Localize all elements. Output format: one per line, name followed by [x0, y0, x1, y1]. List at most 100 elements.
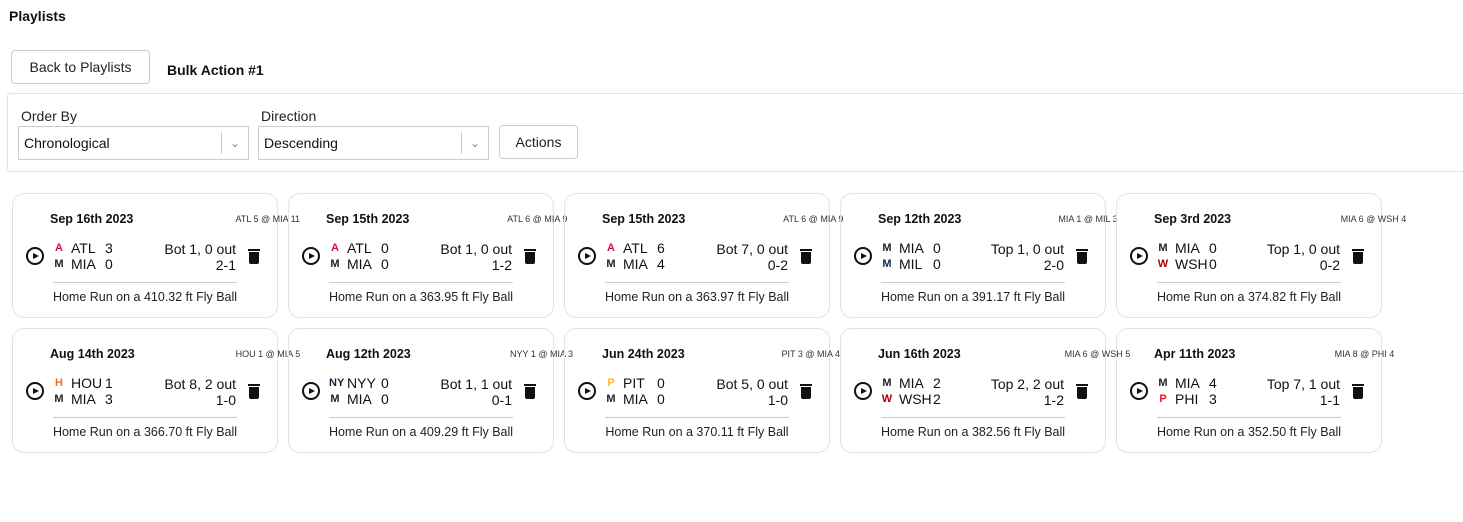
team-row: M MIA 0 — [1157, 240, 1216, 256]
team-abbr: MIA — [899, 240, 924, 256]
play-icon[interactable] — [578, 382, 596, 400]
play-description: Home Run on a 410.32 ft Fly Ball — [52, 290, 238, 304]
team-logo-icon: M — [54, 393, 64, 405]
team-abbr: ATL — [623, 240, 648, 256]
actions-button[interactable]: Actions — [499, 125, 578, 159]
play-icon[interactable] — [26, 382, 44, 400]
team-abbr: MIA — [71, 256, 96, 272]
inning: Bot 5, 0 out — [716, 376, 788, 392]
team-abbr: MIA — [899, 375, 924, 391]
play-card[interactable]: Sep 15th 2023 ATL 6 @ MIA 9 A ATL 0 M MI… — [288, 193, 567, 318]
trash-icon[interactable] — [524, 383, 536, 399]
final-score: MIA 6 @ WSH 5 — [1064, 349, 1131, 359]
game-date: Sep 12th 2023 — [878, 212, 962, 226]
team-score: 4 — [657, 256, 665, 272]
team-abbr: ATL — [71, 240, 96, 256]
trash-icon[interactable] — [1076, 383, 1088, 399]
play-card[interactable]: Sep 12th 2023 MIA 1 @ MIL 3 M MIA 0 M MI… — [840, 193, 1118, 318]
team-row: NY NYY 0 — [329, 375, 389, 391]
play-icon[interactable] — [1130, 247, 1148, 265]
team-abbr: ATL — [347, 240, 372, 256]
team-row: M MIA 0 — [329, 391, 388, 407]
controls-panel — [7, 93, 1463, 172]
trash-icon[interactable] — [1076, 248, 1088, 264]
team-score: 2 — [933, 391, 941, 407]
game-situation: Bot 1, 0 out 2-1 — [164, 241, 236, 273]
game-situation: Bot 7, 0 out 0-2 — [716, 241, 788, 273]
count: 1-1 — [1319, 392, 1340, 408]
divider — [329, 282, 513, 283]
back-to-playlists-button[interactable]: Back to Playlists — [11, 50, 150, 84]
team-score: 0 — [105, 256, 113, 272]
team-score: 0 — [933, 240, 941, 256]
team-score: 0 — [1209, 256, 1217, 272]
inning: Bot 1, 0 out — [440, 241, 512, 257]
trash-icon[interactable] — [1352, 383, 1364, 399]
team-logo-icon: M — [1158, 377, 1168, 389]
team-row: H HOU 1 — [53, 375, 113, 391]
play-description: Home Run on a 352.50 ft Fly Ball — [1156, 425, 1342, 439]
final-score: ATL 5 @ MIA 11 — [235, 214, 301, 224]
play-card[interactable]: Jun 24th 2023 PIT 3 @ MIA 4 P PIT 0 M MI… — [564, 328, 840, 453]
count: 0-2 — [1319, 257, 1340, 273]
trash-icon[interactable] — [1352, 248, 1364, 264]
direction-select[interactable]: Descending ⌄ — [258, 126, 489, 160]
trash-icon[interactable] — [248, 248, 260, 264]
play-description: Home Run on a 374.82 ft Fly Ball — [1156, 290, 1342, 304]
team-row: A ATL 3 — [53, 240, 113, 256]
play-icon[interactable] — [854, 247, 872, 265]
play-card[interactable]: Sep 16th 2023 ATL 5 @ MIA 11 A ATL 3 M M… — [12, 193, 300, 318]
direction-label: Direction — [261, 108, 317, 124]
team-row: W WSH 2 — [881, 391, 941, 407]
play-icon[interactable] — [302, 247, 320, 265]
team-score: 0 — [933, 256, 941, 272]
team-score: 3 — [105, 240, 113, 256]
trash-icon[interactable] — [524, 248, 536, 264]
team-abbr: WSH — [899, 391, 932, 407]
team-logo-icon: M — [882, 242, 892, 254]
trash-icon[interactable] — [248, 383, 260, 399]
order-by-label: Order By — [21, 108, 78, 124]
team-score: 6 — [657, 240, 665, 256]
game-situation: Bot 1, 0 out 1-2 — [440, 241, 512, 273]
team-row: P PHI 3 — [1157, 391, 1216, 407]
play-icon[interactable] — [302, 382, 320, 400]
team-score: 0 — [381, 240, 389, 256]
trash-icon[interactable] — [800, 248, 812, 264]
game-date: Jun 24th 2023 — [602, 347, 685, 361]
divider — [53, 282, 237, 283]
team-row: W WSH 0 — [1157, 256, 1217, 272]
final-score: PIT 3 @ MIA 4 — [781, 349, 841, 359]
team-row: M MIA 0 — [53, 256, 113, 272]
game-date: Sep 15th 2023 — [326, 212, 410, 226]
team-abbr: PIT — [623, 375, 645, 391]
play-card[interactable]: Sep 15th 2023 ATL 6 @ MIA 9 A ATL 6 M MI… — [564, 193, 843, 318]
play-card[interactable]: Sep 3rd 2023 MIA 6 @ WSH 4 M MIA 0 W WSH… — [1116, 193, 1406, 318]
play-icon[interactable] — [26, 247, 44, 265]
final-score: NYY 1 @ MIA 3 — [510, 349, 573, 359]
chevron-down-icon[interactable]: ⌄ — [461, 132, 488, 154]
play-icon[interactable] — [854, 382, 872, 400]
play-card[interactable]: Jun 16th 2023 MIA 6 @ WSH 5 M MIA 2 W WS… — [840, 328, 1130, 453]
divider — [881, 417, 1065, 418]
team-row: M MIA 4 — [605, 256, 665, 272]
count: 2-0 — [1043, 257, 1064, 273]
game-situation: Top 7, 1 out 1-1 — [1267, 376, 1340, 408]
play-description: Home Run on a 363.95 ft Fly Ball — [328, 290, 514, 304]
final-score: ATL 6 @ MIA 9 — [507, 214, 568, 224]
count: 0-2 — [767, 257, 788, 273]
team-logo-icon: M — [1158, 242, 1168, 254]
order-by-select[interactable]: Chronological ⌄ — [18, 126, 249, 160]
playlist-name: Bulk Action #1 — [167, 62, 264, 78]
count: 0-1 — [491, 392, 512, 408]
chevron-down-icon[interactable]: ⌄ — [221, 132, 248, 154]
play-card[interactable]: Aug 12th 2023 NYY 1 @ MIA 3 NY NYY 0 M M… — [288, 328, 573, 453]
team-abbr: MIA — [347, 256, 372, 272]
team-row: P PIT 0 — [605, 375, 664, 391]
trash-icon[interactable] — [800, 383, 812, 399]
play-card[interactable]: Aug 14th 2023 HOU 1 @ MIA 5 H HOU 1 M MI… — [12, 328, 300, 453]
play-card[interactable]: Apr 11th 2023 MIA 8 @ PHI 4 M MIA 4 P PH… — [1116, 328, 1394, 453]
order-by-value: Chronological — [24, 135, 110, 151]
play-icon[interactable] — [578, 247, 596, 265]
play-icon[interactable] — [1130, 382, 1148, 400]
